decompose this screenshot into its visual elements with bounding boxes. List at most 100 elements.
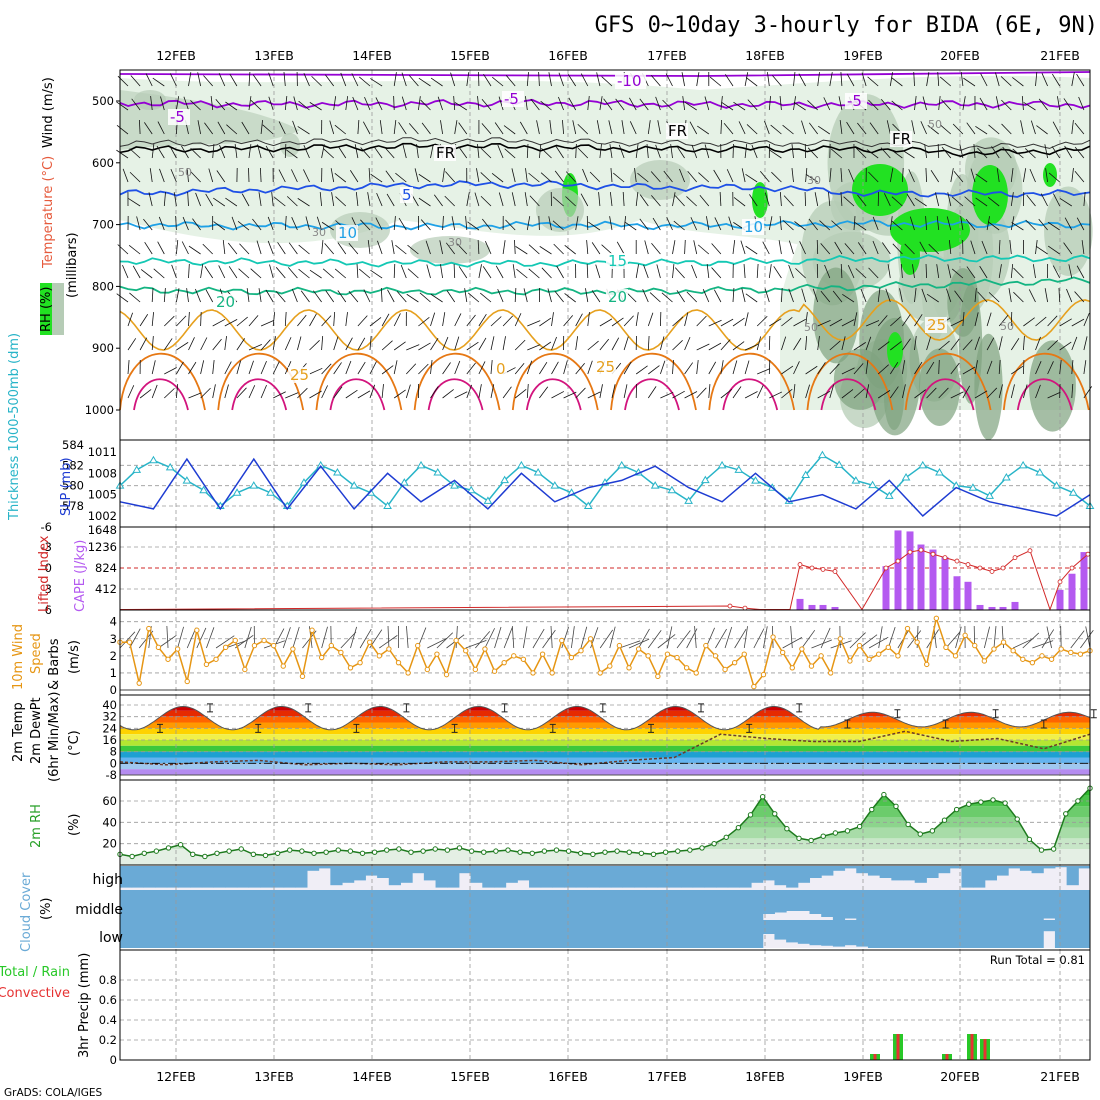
wind-barb: [553, 243, 564, 255]
wind10-barb: [763, 626, 768, 649]
cloud-cell: [867, 920, 881, 948]
cape-bar: [964, 581, 972, 610]
wind-barb: [793, 384, 796, 399]
contour-label: 20: [608, 288, 627, 306]
cloud-level-label: middle: [75, 902, 123, 918]
wind10-tick: 3: [110, 632, 117, 646]
wind-barb: [406, 344, 420, 351]
wind-barb: [565, 196, 576, 207]
wind-barb: [393, 216, 396, 231]
rh-cell-bright: [887, 332, 903, 368]
wind-barb: [962, 96, 966, 111]
wind-barb: [938, 96, 941, 111]
lifted-index-point: [954, 558, 960, 564]
wind-barb: [575, 387, 586, 399]
wind10-barb: [177, 626, 184, 649]
lifted-index-point: [797, 562, 803, 567]
wind-barb: [996, 168, 1000, 183]
contour-label-bg: [606, 253, 628, 269]
cloud-cell: [505, 866, 518, 883]
wind-barb: [359, 76, 371, 87]
temp-band: [120, 745, 1090, 752]
wind-barb: [794, 221, 806, 231]
wind-barb: [946, 216, 952, 231]
wind-barb: [453, 263, 456, 279]
wind-barb: [838, 96, 843, 111]
wind-barb: [877, 288, 881, 303]
wind10-speed-point: [367, 639, 373, 645]
rh-cell-mid: [630, 160, 690, 200]
dewpoint-line: [119, 730, 1091, 766]
wind-barb: [442, 168, 445, 183]
wind-barb: [267, 216, 274, 231]
wind-barb: [275, 267, 286, 279]
wind-barb: [477, 239, 480, 255]
cloud-cell: [540, 866, 553, 888]
cloud-cell: [1078, 890, 1091, 920]
temp-band: [120, 769, 1090, 775]
cloud-cell: [961, 866, 974, 888]
wind-barb: [419, 292, 431, 303]
wind-barb: [756, 315, 768, 327]
date-label-top: 16FEB: [548, 48, 588, 63]
cloud-cell: [938, 866, 951, 874]
lifted-index-point: [942, 555, 948, 561]
wind10-speed-point: [194, 627, 200, 633]
wind-barb: [768, 96, 771, 111]
rh2m-point: [602, 849, 608, 855]
wind-barb: [393, 120, 397, 135]
wind10-speed-point: [607, 663, 613, 669]
wind-barb: [975, 125, 988, 135]
cloud-cell: [517, 890, 530, 920]
wind-barb: [974, 360, 978, 375]
thickness-line-point: [266, 488, 275, 496]
cloud-cell: [610, 920, 624, 948]
cloud-cell: [961, 890, 974, 920]
cloud-cell: [120, 866, 133, 888]
thickness-line-point: [1035, 467, 1045, 476]
cloud-cell: [914, 890, 927, 920]
wind-barb: [502, 336, 506, 351]
cloud-cell: [704, 920, 717, 948]
wind-barb: [635, 264, 639, 279]
precip-conv-bar: [896, 1034, 900, 1060]
wind-barb: [1023, 336, 1025, 351]
wind-barb: [1009, 240, 1012, 255]
wind-barb: [321, 144, 325, 159]
wind-barb: [293, 96, 298, 111]
wind-barb: [425, 240, 431, 255]
thickness-line-point: [801, 470, 811, 478]
wind-barb: [960, 72, 964, 87]
wind-barb: [514, 339, 526, 351]
lifted-index-point: [918, 547, 924, 553]
cloud-cell: [599, 890, 612, 920]
wind-barb: [861, 72, 867, 87]
minmax-marker: [157, 723, 163, 733]
wind-barb: [218, 265, 226, 279]
wind-barb: [309, 269, 322, 279]
wind-barb: [979, 265, 988, 279]
date-label-top: 20FEB: [940, 48, 980, 63]
wind-barb: [192, 218, 201, 231]
wind-barb: [430, 360, 433, 375]
wind-barb: [611, 384, 616, 399]
cloud-cell: [973, 866, 986, 888]
temp-band: [120, 757, 1090, 764]
wind-barb: [358, 268, 371, 279]
wind-barb: [1078, 96, 1085, 111]
wind-barb: [890, 316, 901, 327]
rh2m-point: [578, 850, 584, 856]
wind-barb: [745, 245, 758, 255]
rh2m-point: [699, 845, 705, 851]
date-label-bottom: 12FEB: [156, 1069, 196, 1084]
wind-barb: [891, 196, 903, 207]
wind-barb: [305, 216, 310, 231]
wind-barb: [921, 288, 927, 303]
rh-cell-bright: [1043, 163, 1057, 187]
cloud-cell: [178, 920, 191, 948]
wind-barb: [297, 198, 310, 207]
wind-barb: [693, 240, 698, 255]
wind-barb: [723, 122, 734, 135]
wind-barb: [284, 312, 287, 327]
wind-barb: [309, 367, 323, 375]
